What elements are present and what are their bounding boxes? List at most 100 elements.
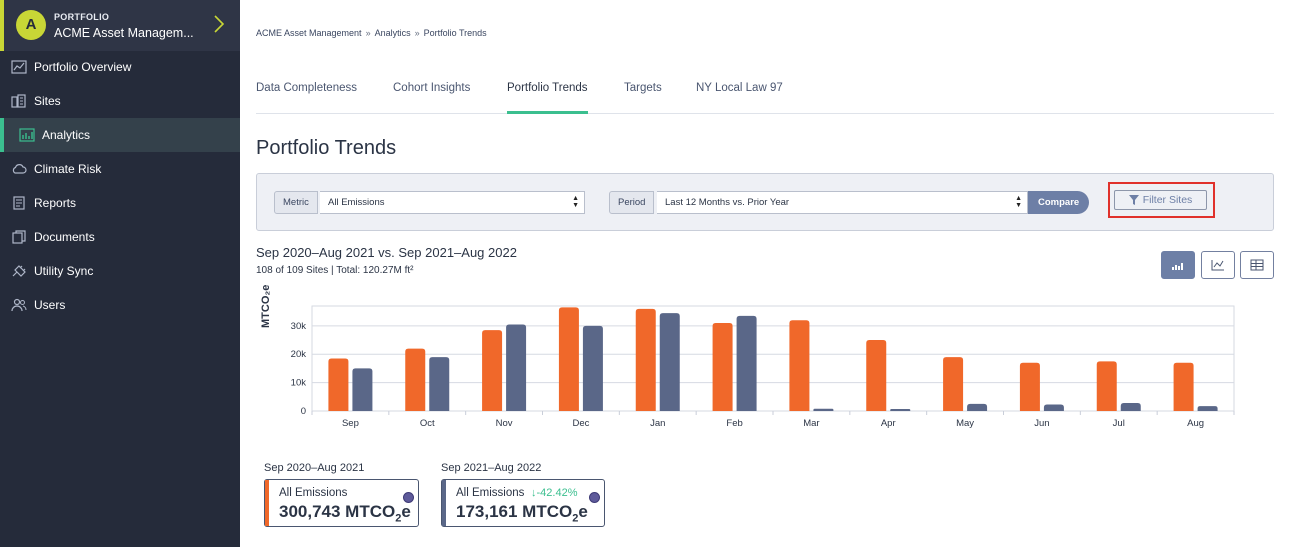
sidebar-item-analytics[interactable]: Analytics	[0, 118, 240, 152]
y-tick-label: 30k	[291, 321, 307, 332]
x-tick-label: Sep	[342, 418, 359, 429]
tab-data-completeness[interactable]: Data Completeness	[256, 82, 357, 94]
bar-prior	[635, 308, 656, 411]
bar-prior	[558, 307, 579, 411]
bar-current	[890, 409, 911, 411]
bar-prior	[943, 357, 964, 411]
select-arrows-icon: ▲ ▼	[572, 195, 579, 209]
info-icon[interactable]	[403, 492, 414, 503]
card-value-unit: e	[578, 502, 588, 521]
breadcrumb: ACME Asset Management» Analytics» Portfoli…	[256, 28, 487, 38]
percent-change: ↓-42.42%	[531, 487, 578, 499]
portfolio-switcher[interactable]: A PORTFOLIO ACME Asset Managem...	[0, 0, 240, 51]
table-view-button[interactable]	[1240, 251, 1274, 279]
card-value-subscript: 2	[572, 512, 579, 525]
range-title: Sep 2020–Aug 2021 vs. Sep 2021–Aug 2022	[256, 245, 517, 260]
info-icon[interactable]	[589, 492, 600, 503]
metric-select-value: All Emissions	[328, 197, 385, 208]
card-metric-name: All Emissions	[279, 487, 348, 499]
sidebar-item-label: Reports	[34, 196, 77, 210]
sidebar-item-label: Climate Risk	[34, 162, 102, 176]
x-tick-label: Nov	[496, 418, 513, 429]
chevron-right-icon[interactable]	[212, 13, 226, 35]
bar-view-button[interactable]	[1161, 251, 1195, 279]
select-arrows-icon: ▲ ▼	[1015, 195, 1022, 209]
users-icon	[10, 296, 28, 314]
sidebar-item-label: Sites	[34, 94, 61, 108]
main-content: ACME Asset Management» Analytics» Portfoli…	[256, 0, 1274, 547]
tab-cohort-insights[interactable]: Cohort Insights	[393, 82, 471, 94]
y-tick-label: 10k	[291, 378, 307, 389]
x-tick-label: Jul	[1113, 418, 1125, 429]
x-tick-label: Dec	[572, 418, 589, 429]
compare-button[interactable]: Compare	[1028, 191, 1090, 214]
card-color-bar	[265, 480, 269, 526]
report-icon	[10, 194, 28, 212]
plug-icon	[10, 262, 28, 280]
tab-targets[interactable]: Targets	[624, 82, 662, 94]
sidebar-item-label: Analytics	[42, 128, 91, 142]
plot-frame	[311, 305, 1235, 412]
metric-label: Metric	[274, 191, 318, 214]
sidebar: A PORTFOLIO ACME Asset Managem... Portfo…	[0, 0, 240, 547]
bar-prior	[328, 358, 349, 411]
line-view-button[interactable]	[1201, 251, 1235, 279]
funnel-icon	[1128, 195, 1139, 205]
bar-current	[813, 408, 834, 411]
sidebar-item-climate-risk[interactable]: Climate Risk	[0, 152, 240, 186]
y-tick-label: 20k	[291, 349, 307, 360]
sidebar-item-utility-sync[interactable]: Utility Sync	[0, 254, 240, 288]
filter-sites-label: Filter Sites	[1142, 194, 1193, 206]
period-select[interactable]: Last 12 Months vs. Prior Year ▲ ▼	[657, 191, 1028, 214]
breadcrumb-item[interactable]: ACME Asset Management	[256, 28, 362, 38]
tab-portfolio-trends[interactable]: Portfolio Trends	[507, 82, 588, 114]
sidebar-item-users[interactable]: Users	[0, 288, 240, 322]
sidebar-item-sites[interactable]: Sites	[0, 84, 240, 118]
summary-card-current: All Emissions ↓-42.42% 173,161 MTCO2e	[441, 479, 605, 527]
bar-current	[1197, 406, 1218, 411]
bar-current	[582, 325, 603, 411]
bar-current	[506, 324, 527, 411]
breadcrumb-separator: »	[414, 28, 420, 38]
card-value-number: 300,743 MTCO	[279, 502, 396, 521]
bar-prior	[789, 320, 810, 411]
breadcrumb-item[interactable]: Analytics	[374, 28, 411, 38]
bar-current	[1043, 404, 1064, 411]
sidebar-item-label: Documents	[34, 230, 95, 244]
sidebar-item-documents[interactable]: Documents	[0, 220, 240, 254]
bar-prior	[1096, 361, 1117, 411]
breadcrumb-separator: »	[365, 28, 371, 38]
breadcrumb-item: Portfolio Trends	[423, 28, 487, 38]
bar-prior	[866, 340, 887, 411]
sidebar-item-portfolio-overview[interactable]: Portfolio Overview	[0, 50, 240, 84]
sidebar-item-reports[interactable]: Reports	[0, 186, 240, 220]
org-avatar: A	[16, 10, 46, 40]
card-period-label: Sep 2020–Aug 2021	[264, 462, 365, 474]
bar-prior	[1019, 362, 1040, 411]
bar-current	[1120, 403, 1141, 411]
analytics-icon	[18, 126, 36, 144]
bar-current	[429, 357, 450, 411]
period-label: Period	[609, 191, 655, 214]
x-tick-label: Jun	[1034, 418, 1049, 429]
card-value-number: 173,161 MTCO	[456, 502, 573, 521]
table-icon	[1250, 259, 1264, 271]
bar-prior	[712, 323, 733, 411]
metric-select[interactable]: All Emissions ▲ ▼	[320, 191, 585, 214]
bar-prior	[1173, 362, 1194, 411]
cloud-icon	[10, 160, 28, 178]
emissions-bar-chart: 0 10k 20k 30k Sep Oct Nov Dec Jan Feb Mar Apr May Jun…	[291, 305, 1235, 429]
x-tick-label: Mar	[803, 418, 819, 429]
card-period-label: Sep 2021–Aug 2022	[441, 462, 542, 474]
filter-sites-button[interactable]: Filter Sites	[1114, 190, 1207, 210]
line-chart-icon	[1211, 260, 1224, 271]
tab-ny-local-law-97[interactable]: NY Local Law 97	[696, 82, 783, 94]
sidebar-item-label: Portfolio Overview	[34, 60, 132, 74]
card-value: 173,161 MTCO2e	[456, 502, 588, 524]
x-tick-label: Feb	[726, 418, 742, 429]
summary-card-prior: All Emissions 300,743 MTCO2e	[264, 479, 419, 527]
documents-icon	[10, 228, 28, 246]
tab-bar: Data Completeness Cohort Insights Portfo…	[256, 70, 1274, 114]
bar-current	[967, 403, 988, 411]
sidebar-item-label: Users	[34, 298, 66, 312]
